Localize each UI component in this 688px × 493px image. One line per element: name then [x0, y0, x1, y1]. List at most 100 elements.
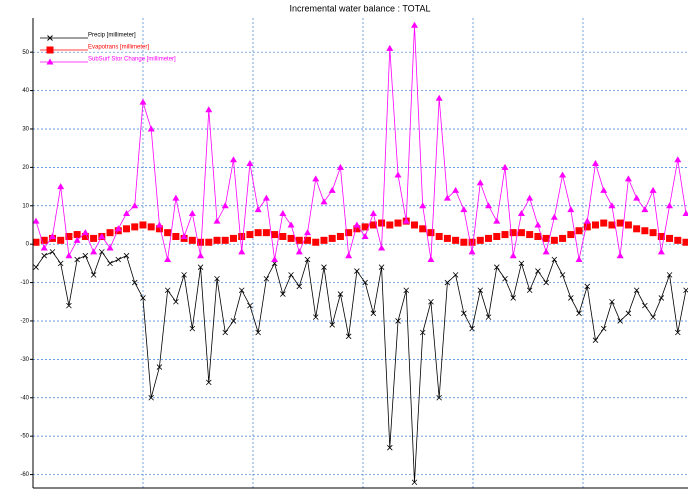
- point-marker: [386, 221, 394, 229]
- point-marker: [271, 231, 279, 239]
- point-marker: [229, 156, 237, 163]
- point-marker: [460, 206, 468, 213]
- point-marker: [460, 238, 468, 246]
- point-marker: [188, 236, 196, 244]
- point-marker: [139, 98, 147, 105]
- y-tick-label: -10: [20, 280, 29, 286]
- point-marker: [369, 209, 377, 216]
- point-marker: [461, 310, 467, 317]
- point-marker: [657, 248, 665, 255]
- point-marker: [583, 223, 591, 231]
- point-marker: [32, 238, 40, 246]
- point-marker: [526, 194, 534, 201]
- point-marker: [526, 231, 534, 239]
- point-marker: [493, 232, 501, 240]
- point-marker: [608, 221, 616, 229]
- point-marker: [427, 256, 435, 263]
- point-marker: [625, 310, 632, 317]
- point-marker: [156, 364, 163, 370]
- point-marker: [48, 232, 56, 239]
- point-marker: [155, 221, 163, 228]
- point-marker: [551, 256, 558, 263]
- point-marker: [229, 234, 237, 242]
- point-marker: [213, 217, 221, 224]
- point-marker: [213, 236, 221, 244]
- point-marker: [370, 310, 377, 317]
- point-marker: [650, 314, 656, 320]
- point-marker: [600, 186, 608, 193]
- point-marker: [658, 295, 665, 301]
- legend-label: SubSurf Stor Change [millimeter]: [88, 57, 176, 63]
- point-marker: [550, 213, 558, 220]
- point-marker: [674, 156, 682, 163]
- point-marker: [65, 252, 73, 259]
- point-marker: [164, 287, 171, 294]
- point-marker: [106, 244, 114, 251]
- point-marker: [674, 236, 682, 244]
- point-marker: [41, 252, 48, 259]
- point-marker: [254, 229, 262, 237]
- point-marker: [642, 302, 648, 309]
- point-marker: [666, 234, 674, 242]
- point-marker: [361, 223, 369, 231]
- y-tick-label: 30: [22, 127, 29, 133]
- point-marker: [336, 232, 344, 240]
- point-marker: [197, 264, 204, 270]
- point-marker: [517, 209, 525, 216]
- point-marker: [123, 225, 131, 233]
- point-marker: [345, 229, 353, 237]
- point-marker: [378, 219, 386, 227]
- point-marker: [666, 202, 674, 209]
- point-marker: [279, 209, 287, 216]
- point-marker: [502, 275, 508, 282]
- point-marker: [567, 206, 575, 213]
- point-marker: [181, 272, 187, 278]
- point-marker: [32, 217, 40, 224]
- point-marker: [361, 232, 369, 239]
- y-tick-label: -60: [20, 472, 29, 478]
- point-marker: [337, 291, 344, 297]
- point-marker: [542, 248, 550, 255]
- point-marker: [444, 279, 451, 286]
- point-marker: [616, 252, 624, 259]
- point-marker: [230, 318, 237, 324]
- point-marker: [387, 444, 393, 451]
- point-marker: [296, 283, 303, 290]
- point-marker: [568, 295, 574, 301]
- point-marker: [222, 329, 229, 336]
- point-marker: [147, 125, 155, 132]
- point-marker: [428, 298, 434, 305]
- point-marker: [435, 94, 443, 101]
- point-marker: [107, 260, 113, 267]
- y-tick-label: -30: [20, 357, 29, 363]
- point-marker: [476, 179, 484, 186]
- point-marker: [534, 232, 542, 240]
- point-marker: [600, 219, 608, 227]
- point-marker: [140, 295, 146, 301]
- point-marker: [262, 194, 270, 201]
- point-marker: [592, 337, 599, 343]
- point-marker: [410, 221, 418, 229]
- point-marker: [641, 206, 649, 213]
- point-marker: [320, 236, 328, 244]
- point-marker: [321, 264, 327, 270]
- point-marker: [81, 232, 89, 240]
- series-line: [35, 25, 687, 260]
- point-marker: [633, 287, 640, 294]
- legend-marker: [47, 35, 53, 41]
- point-marker: [40, 236, 48, 244]
- point-marker: [304, 236, 312, 244]
- point-marker: [106, 229, 114, 237]
- point-marker: [263, 275, 270, 282]
- point-marker: [312, 175, 320, 182]
- point-marker: [354, 268, 360, 274]
- point-marker: [609, 298, 615, 305]
- point-marker: [238, 232, 246, 240]
- point-marker: [485, 314, 492, 320]
- point-marker: [172, 194, 180, 201]
- point-marker: [98, 232, 106, 239]
- point-marker: [180, 232, 188, 239]
- point-marker: [452, 236, 460, 244]
- point-marker: [115, 256, 122, 263]
